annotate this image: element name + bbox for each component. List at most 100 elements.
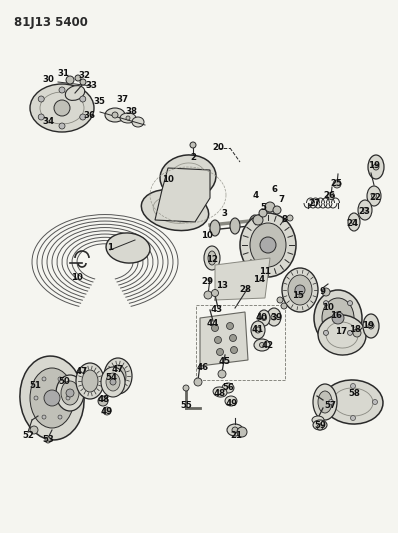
Text: 20: 20 <box>212 143 224 152</box>
Ellipse shape <box>323 380 383 424</box>
Ellipse shape <box>313 384 337 420</box>
Circle shape <box>59 123 65 129</box>
Circle shape <box>58 377 62 381</box>
Ellipse shape <box>104 358 132 394</box>
Text: 27: 27 <box>308 198 320 207</box>
Circle shape <box>80 114 86 120</box>
Ellipse shape <box>314 290 362 346</box>
Text: 40: 40 <box>256 312 268 321</box>
Text: 33: 33 <box>85 82 97 91</box>
Circle shape <box>44 390 60 406</box>
Circle shape <box>328 400 334 405</box>
Ellipse shape <box>106 233 150 263</box>
Ellipse shape <box>56 375 84 411</box>
Circle shape <box>368 323 374 329</box>
Circle shape <box>287 215 293 221</box>
Ellipse shape <box>132 117 144 127</box>
Circle shape <box>75 75 81 81</box>
Circle shape <box>98 396 108 406</box>
Text: 25: 25 <box>330 179 342 188</box>
Ellipse shape <box>204 246 220 270</box>
Circle shape <box>58 415 62 419</box>
Circle shape <box>54 100 70 116</box>
Text: 22: 22 <box>369 193 381 203</box>
Text: 28: 28 <box>239 285 251 294</box>
Ellipse shape <box>141 189 209 231</box>
Circle shape <box>42 377 46 381</box>
Text: 18: 18 <box>349 326 361 335</box>
Ellipse shape <box>288 275 312 305</box>
Ellipse shape <box>251 321 265 339</box>
Circle shape <box>317 424 323 430</box>
Text: 34: 34 <box>43 117 55 125</box>
Text: 10: 10 <box>322 303 334 312</box>
Text: 58: 58 <box>348 390 360 399</box>
Circle shape <box>215 336 222 343</box>
Circle shape <box>324 330 328 335</box>
Text: 7: 7 <box>278 195 284 204</box>
Text: 59: 59 <box>314 421 326 430</box>
Ellipse shape <box>213 387 227 397</box>
Ellipse shape <box>160 155 216 199</box>
Ellipse shape <box>208 251 216 265</box>
Text: 47: 47 <box>76 367 88 376</box>
Circle shape <box>237 427 247 437</box>
Ellipse shape <box>267 308 281 326</box>
Text: 56: 56 <box>222 383 234 392</box>
Text: 4: 4 <box>253 191 259 200</box>
Text: 37: 37 <box>117 95 129 104</box>
Text: 36: 36 <box>83 110 95 119</box>
Text: 10: 10 <box>71 273 83 282</box>
Text: 44: 44 <box>207 319 219 327</box>
Text: 51: 51 <box>29 381 41 390</box>
Circle shape <box>333 180 341 188</box>
Circle shape <box>190 142 196 148</box>
Circle shape <box>255 327 261 333</box>
Ellipse shape <box>20 356 84 440</box>
Circle shape <box>126 116 130 120</box>
Circle shape <box>194 378 202 386</box>
Circle shape <box>230 346 238 353</box>
Circle shape <box>226 322 234 329</box>
Text: 48: 48 <box>98 395 110 405</box>
Text: 31: 31 <box>57 69 69 77</box>
Ellipse shape <box>65 86 85 100</box>
Text: 46: 46 <box>197 364 209 373</box>
Text: 1: 1 <box>107 244 113 253</box>
Ellipse shape <box>105 108 125 122</box>
Text: 9: 9 <box>320 287 326 295</box>
Ellipse shape <box>30 84 94 132</box>
Circle shape <box>204 291 212 299</box>
Circle shape <box>45 437 51 443</box>
Circle shape <box>271 314 277 320</box>
Text: 42: 42 <box>262 342 274 351</box>
Text: 13: 13 <box>216 280 228 289</box>
Ellipse shape <box>367 186 381 206</box>
Circle shape <box>230 335 236 342</box>
Text: 5: 5 <box>260 204 266 213</box>
Text: 81J13 5400: 81J13 5400 <box>14 16 88 29</box>
Circle shape <box>260 237 276 253</box>
Circle shape <box>211 325 219 332</box>
Circle shape <box>253 215 263 225</box>
Ellipse shape <box>254 339 270 351</box>
Circle shape <box>217 349 224 356</box>
Text: 21: 21 <box>230 431 242 440</box>
Ellipse shape <box>110 365 126 387</box>
Text: 16: 16 <box>330 311 342 320</box>
Text: 19: 19 <box>362 321 374 330</box>
Circle shape <box>373 164 379 170</box>
Ellipse shape <box>76 363 104 399</box>
Circle shape <box>66 76 74 84</box>
Text: 12: 12 <box>206 254 218 263</box>
Ellipse shape <box>210 220 220 236</box>
Circle shape <box>232 427 238 433</box>
Circle shape <box>347 330 353 335</box>
Text: 23: 23 <box>358 207 370 216</box>
Ellipse shape <box>30 368 74 428</box>
Text: 53: 53 <box>42 435 54 445</box>
Text: 43: 43 <box>211 305 223 314</box>
Ellipse shape <box>230 218 240 234</box>
Circle shape <box>66 389 74 397</box>
Ellipse shape <box>348 213 360 231</box>
